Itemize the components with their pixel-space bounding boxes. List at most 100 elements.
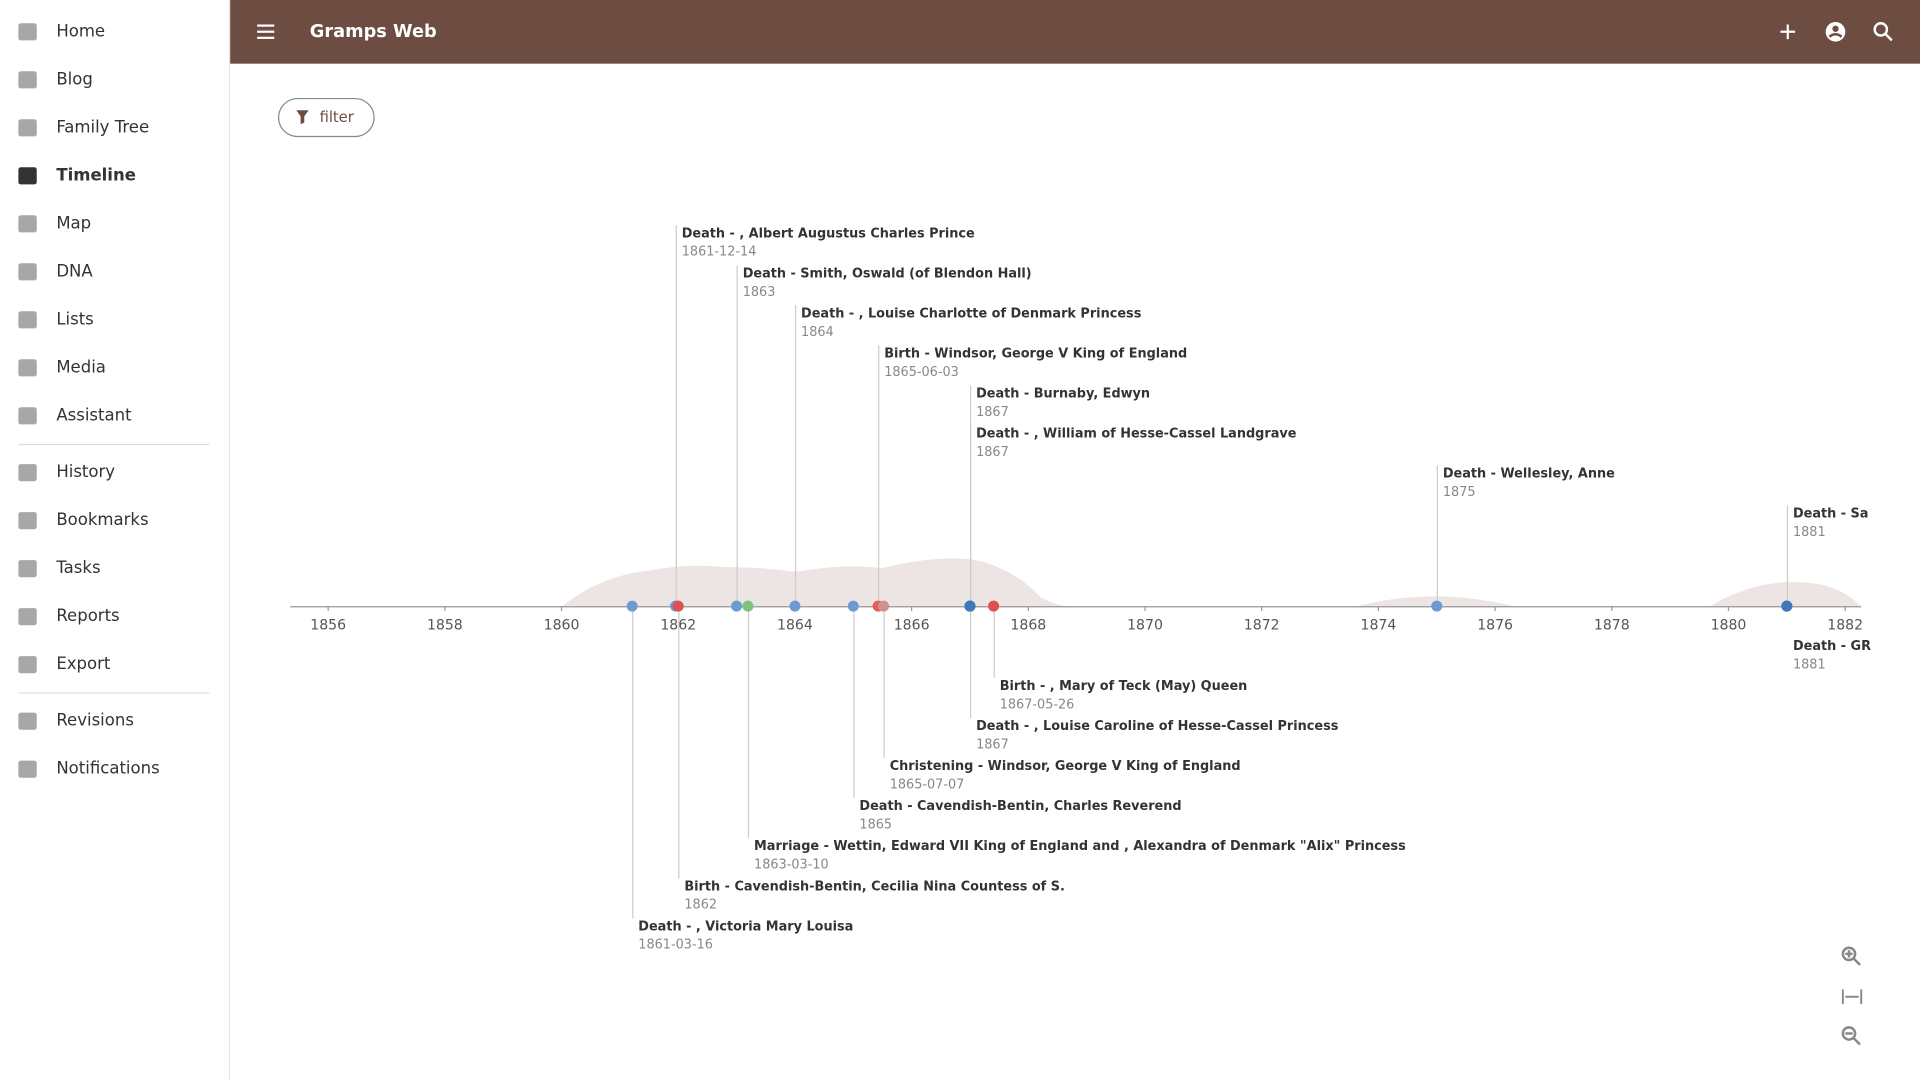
event-date: 1867 (976, 737, 1009, 752)
app-title: Gramps Web (310, 22, 437, 42)
timeline-event[interactable]: Birth - Windsor, George V King of Englan… (878, 345, 1188, 607)
add-button[interactable] (1780, 24, 1796, 40)
zoom-in-button[interactable] (1841, 946, 1861, 966)
nav-label: Assistant (56, 405, 132, 424)
timeline-event[interactable]: Death - , Louise Charlotte of Denmark Pr… (794, 305, 1142, 607)
nav-label: Tasks (55, 558, 100, 577)
nav-item[interactable]: Export (18, 654, 111, 674)
app-bar (230, 0, 1920, 64)
timeline-event[interactable]: Death - , William of Hesse-Cassel Landgr… (969, 425, 1297, 607)
timeline-event[interactable]: Death - Smith, Oswald (of Blendon Hall) 1… (736, 265, 1032, 607)
nav-icon (18, 760, 37, 778)
event-dot[interactable] (731, 600, 743, 612)
timeline-event[interactable]: Death - Cavendish-Bentin, Charles Revere… (853, 606, 1182, 833)
event-date: 1881 (1793, 525, 1826, 540)
event-label: Death - , Louise Caroline of Hesse-Casse… (976, 719, 1339, 734)
nav-item[interactable]: Media (18, 357, 106, 377)
nav-icon (18, 167, 37, 185)
nav-icon (18, 560, 37, 578)
timeline-event[interactable]: Death - , Victoria Mary Louisa 1861-03-16 (632, 606, 854, 953)
timeline-event[interactable]: Death - Sa 1881 (1786, 505, 1868, 607)
event-dot[interactable] (672, 600, 684, 612)
nav-list: Home Blog Family Tree Timeline Map DNA Lists Me… (18, 21, 160, 778)
nav-item[interactable]: Timeline (18, 165, 136, 185)
axis-tick-label: 1878 (1594, 618, 1630, 634)
event-dot[interactable] (1781, 600, 1793, 612)
event-dot[interactable] (1431, 600, 1443, 612)
event-dot[interactable] (847, 600, 859, 612)
nav-item[interactable]: Reports (18, 606, 120, 626)
timeline-event[interactable]: Christening - Windsor, George V King of … (883, 606, 1241, 793)
nav-item[interactable]: Map (18, 213, 91, 233)
nav-item[interactable]: Lists (18, 309, 94, 329)
event-dot[interactable] (789, 600, 801, 612)
nav-item[interactable]: Revisions (18, 711, 134, 730)
nav-label: Blog (56, 69, 93, 88)
search-button[interactable] (1873, 22, 1893, 42)
nav-label: Lists (56, 309, 93, 328)
nav-label: Reports (56, 606, 119, 625)
nav-item[interactable]: DNA (18, 261, 93, 281)
nav-icon (18, 512, 37, 530)
nav-item[interactable]: Family Tree (18, 117, 149, 137)
timeline-event[interactable]: Death - GR 1881 (1793, 639, 1871, 672)
fit-button[interactable] (1841, 989, 1863, 1005)
nav-item[interactable]: Tasks (18, 558, 101, 578)
timeline-event[interactable]: Death - Wellesley, Anne 1875 (1436, 465, 1615, 607)
menu-button[interactable] (257, 24, 275, 39)
event-label: Christening - Windsor, George V King of … (890, 759, 1241, 774)
event-date: 1863-03-10 (754, 858, 829, 873)
event-dot[interactable] (878, 600, 890, 612)
event-date: 1867 (976, 445, 1009, 460)
nav-icon (18, 23, 37, 41)
axis-tick-label: 1858 (427, 618, 463, 634)
nav-icon (18, 359, 37, 377)
filter-button[interactable]: filter (277, 97, 375, 138)
nav-item[interactable]: Notifications (18, 759, 160, 778)
event-label: Death - Wellesley, Anne (1443, 467, 1615, 482)
nav-icon (18, 71, 37, 89)
event-label: Death - GR (1793, 639, 1871, 654)
nav-label: History (56, 462, 115, 481)
timeline-event[interactable]: Birth - , Mary of Teck (May) Queen 1867-0… (993, 606, 1247, 712)
timeline-event[interactable]: Marriage - Wettin, Edward VII King of En… (747, 606, 1407, 873)
event-date: 1875 (1443, 485, 1476, 500)
axis-tick-label: 1882 (1827, 618, 1863, 634)
filter-label: filter (320, 109, 355, 126)
event-dot[interactable] (988, 600, 1000, 612)
axis-tick-label: 1860 (544, 618, 580, 634)
nav-icon (18, 464, 37, 482)
nav-item[interactable]: Bookmarks (18, 510, 149, 530)
nav-label: Home (56, 21, 105, 40)
event-date: 1865-06-03 (884, 365, 959, 380)
event-label: Death - Cavendish-Bentin, Charles Revere… (859, 799, 1181, 814)
event-date: 1862 (684, 898, 717, 913)
event-date: 1867 (976, 405, 1009, 420)
nav-item[interactable]: Assistant (18, 405, 132, 425)
axis-tick-label: 1880 (1711, 618, 1747, 634)
nav-label: Revisions (56, 711, 134, 730)
timeline-event[interactable]: Death - , Louise Caroline of Hesse-Casse… (969, 606, 1339, 752)
event-dot[interactable] (964, 600, 976, 612)
event-dot[interactable] (742, 600, 754, 612)
nav-item[interactable]: Blog (18, 69, 93, 89)
event-label: Death - , Albert Augustus Charles Prince (682, 226, 975, 241)
nav-icon (18, 263, 37, 281)
nav-label: Bookmarks (56, 510, 148, 529)
zoom-out-button[interactable] (1841, 1026, 1861, 1046)
nav-icon (18, 407, 37, 425)
event-dot[interactable] (626, 600, 638, 612)
event-date: 1861-03-16 (638, 938, 713, 953)
timeline-event[interactable]: Birth - Cavendish-Bentin, Cecilia Nina C… (678, 606, 1065, 913)
event-date: 1863 (743, 285, 776, 300)
nav-item[interactable]: Home (18, 21, 105, 41)
nav-label: DNA (56, 261, 93, 280)
timeline-event[interactable]: Death - , Albert Augustus Charles Prince… (675, 225, 975, 607)
nav-label: Media (56, 357, 106, 376)
axis-tick-label: 1856 (310, 618, 346, 634)
nav-item[interactable]: History (18, 462, 115, 482)
sidebar (0, 0, 229, 1080)
account-button[interactable] (1825, 22, 1846, 42)
